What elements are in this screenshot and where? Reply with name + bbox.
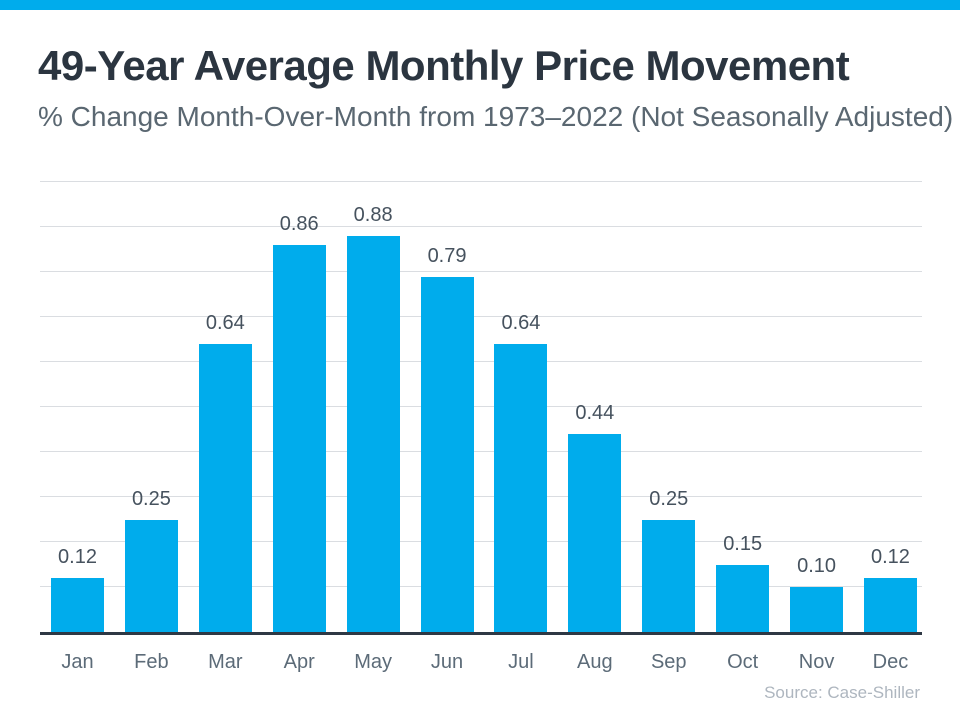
bar-value-label: 0.64 (501, 312, 541, 334)
month-label: Jan (61, 651, 94, 673)
bar (568, 434, 622, 632)
bar-column: 0.15 (716, 532, 770, 632)
month-label: Sep (650, 651, 687, 673)
bar (642, 519, 696, 632)
bar (346, 236, 400, 632)
month-label: May (354, 651, 393, 673)
bar-column: 0.64 (198, 312, 252, 632)
chart-subtitle: % Change Month-Over-Month from 1973–2022… (38, 101, 954, 132)
bar-value-label: 0.25 (649, 487, 689, 510)
bar-column: 0.64 (494, 312, 548, 632)
x-axis-labels: Jan Feb Mar Apr May Jun Jul Aug Sep Oct Nov Dec (40, 651, 922, 674)
bar-column: 0.25 (642, 487, 696, 632)
month-label: Nov (798, 651, 835, 673)
month-label: Feb (134, 651, 169, 673)
month-label: Jun (430, 651, 464, 673)
month-label: Mar (208, 651, 243, 673)
bar-column: 0.79 (420, 244, 474, 632)
bar (420, 276, 474, 632)
gridline (40, 406, 922, 407)
bar (494, 344, 548, 632)
bar (198, 344, 252, 632)
gridline (40, 226, 922, 227)
gridline (40, 541, 922, 542)
bar-column: 0.12 (51, 546, 104, 632)
month-label: Aug (577, 651, 613, 673)
month-label: Oct (727, 651, 759, 673)
gridline (40, 316, 922, 317)
bar-column: 0.44 (568, 402, 622, 632)
bar-column: 0.25 (124, 487, 178, 632)
bar-value-label: 0.12 (871, 546, 910, 568)
gridline (40, 361, 922, 362)
bar-column: 0.88 (346, 204, 400, 632)
source-note: Source: Case-Shiller (764, 683, 920, 702)
bar (124, 519, 178, 632)
bar-value-label: 0.88 (353, 204, 393, 226)
gridline (40, 586, 922, 587)
month-label: Apr (283, 651, 315, 673)
bar-value-label: 0.25 (131, 487, 171, 510)
bar-value-label: 0.10 (797, 555, 837, 577)
gridline (40, 451, 922, 452)
brand-accent-bar (0, 0, 960, 10)
bar-column: 0.86 (272, 213, 326, 632)
month-label: Dec (872, 651, 909, 673)
bar (272, 245, 326, 632)
bar-value-label: 0.86 (279, 213, 319, 235)
bars-row: 0.12 0.25 0.64 0.86 0.88 0.79 0.64 0.44 0.25 0.15… (40, 185, 922, 632)
bar (716, 564, 770, 632)
bar-column: 0.12 (863, 546, 917, 632)
gridline (40, 181, 922, 182)
bar (863, 578, 917, 632)
month-label: Jul (508, 651, 534, 673)
bar-value-label: 0.15 (723, 532, 763, 555)
bar-value-label: 0.79 (427, 244, 467, 267)
bar-chart-plot-area: 0.12 0.25 0.64 0.86 0.88 0.79 0.64 0.44 0.25 0.15… (40, 181, 922, 635)
bar-column: 0.10 (790, 555, 844, 632)
bar-value-label: 0.12 (58, 546, 97, 568)
bar (790, 587, 844, 632)
chart-title: 49-Year Average Monthly Price Movement (38, 42, 850, 89)
bar (51, 578, 104, 632)
bar-value-label: 0.44 (575, 402, 615, 424)
gridline (40, 496, 922, 497)
bar-value-label: 0.64 (205, 312, 245, 334)
gridline (40, 271, 922, 272)
